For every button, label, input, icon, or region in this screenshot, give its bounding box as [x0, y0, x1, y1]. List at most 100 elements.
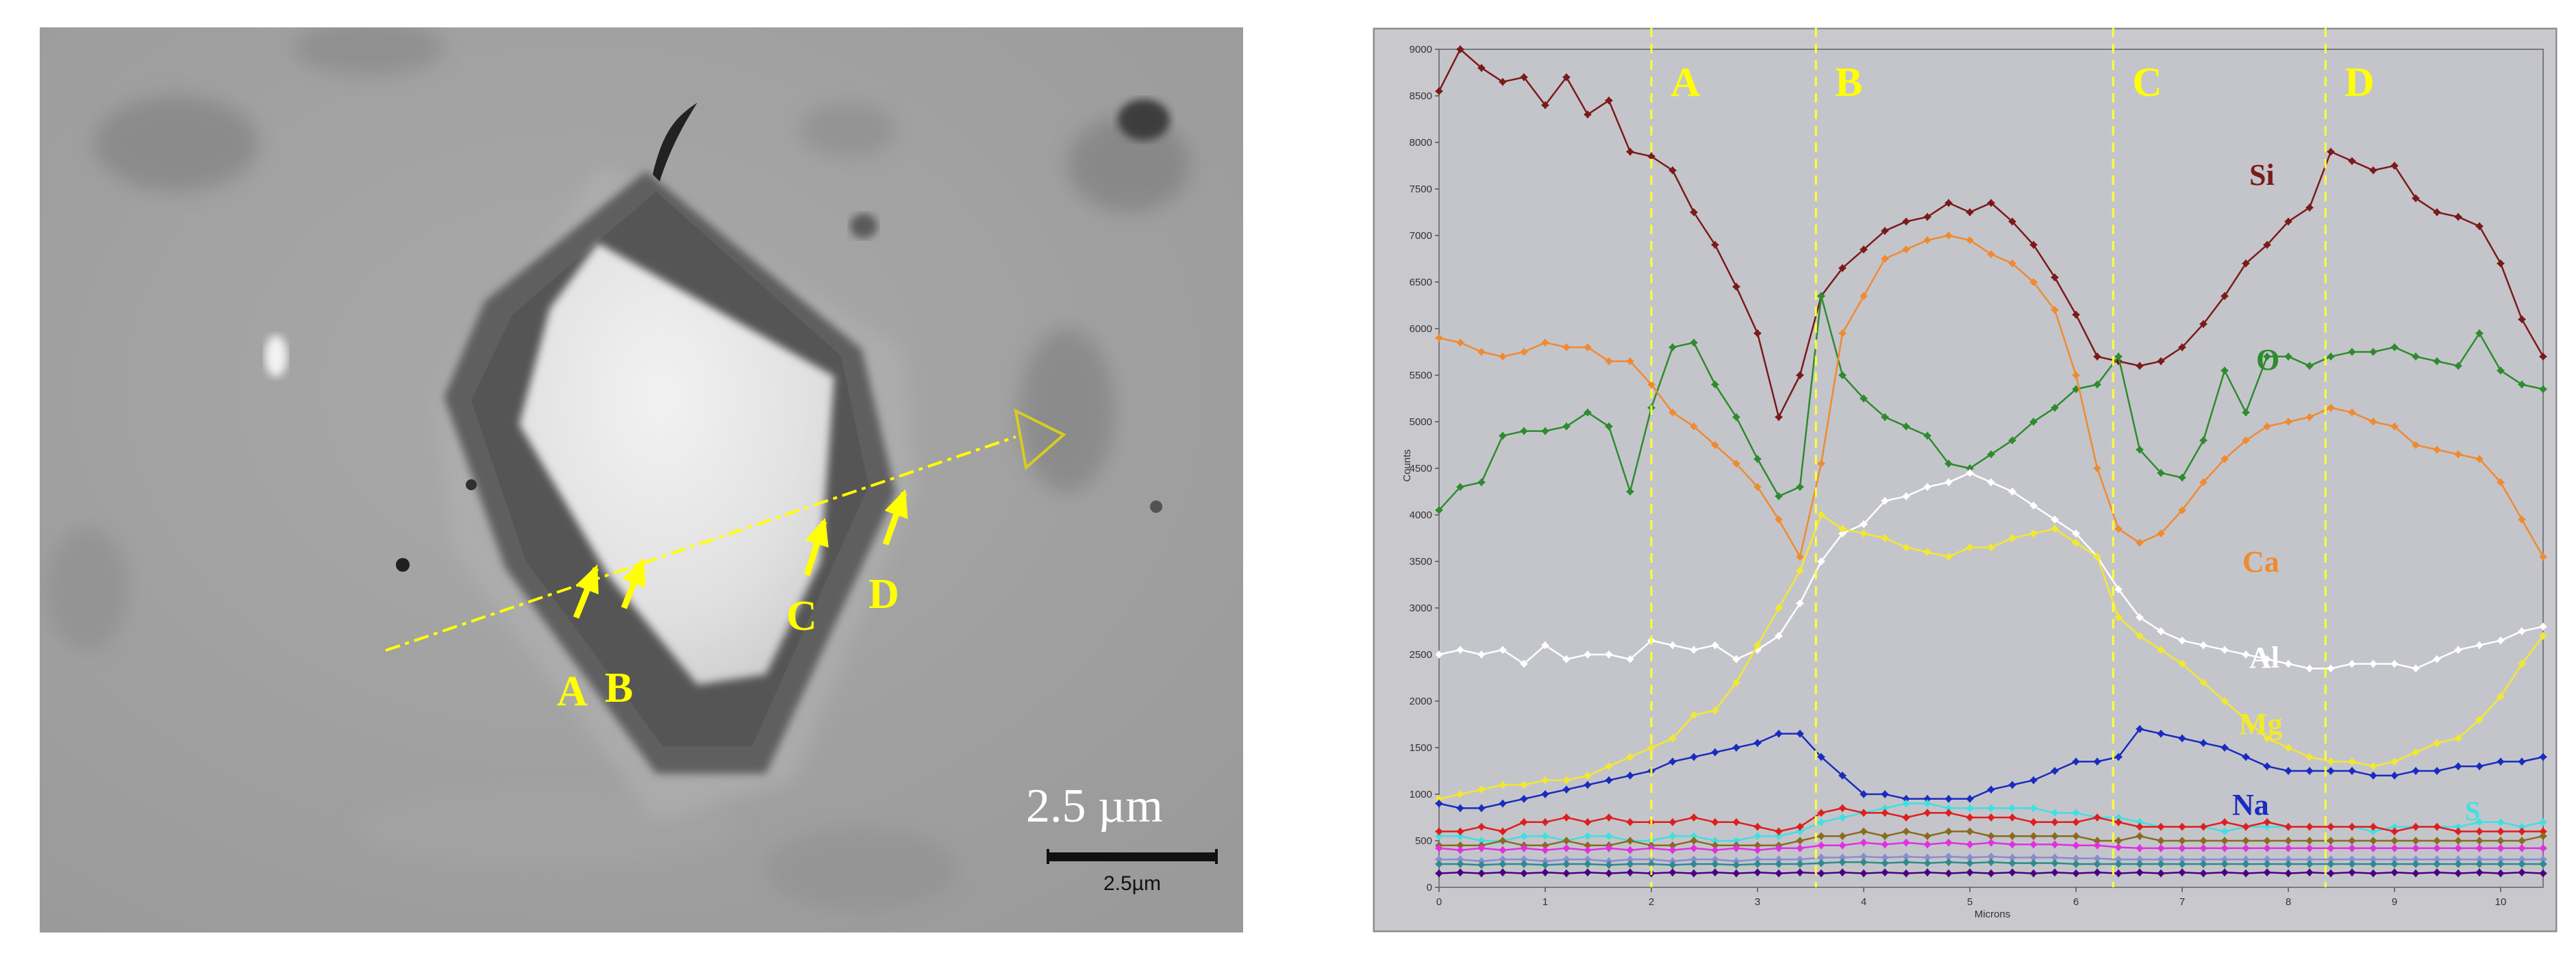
data-point [1456, 804, 1464, 813]
data-point [1923, 799, 1931, 808]
data-point [2305, 413, 2314, 422]
data-point [1668, 817, 1677, 826]
data-point [2157, 627, 2165, 635]
data-point [1838, 858, 1847, 867]
data-point [1477, 869, 1486, 878]
y-tick-label: 2500 [1410, 649, 1432, 661]
data-point [2475, 715, 2484, 724]
data-point [2114, 752, 2123, 761]
data-point [1944, 809, 1953, 817]
data-point [2369, 869, 2377, 878]
data-point [1499, 837, 1507, 845]
data-point [1584, 110, 1592, 119]
data-point [1944, 858, 1953, 867]
data-point [2390, 771, 2399, 780]
data-point [1860, 520, 1868, 529]
data-point [2157, 646, 2165, 655]
data-point [2327, 837, 2335, 845]
data-point [2221, 844, 2229, 852]
data-point [1541, 868, 1549, 877]
data-point [2369, 762, 2377, 771]
data-point [2029, 832, 2038, 841]
data-point [2390, 827, 2399, 836]
data-point [2475, 817, 2484, 826]
marker-b: B [605, 557, 646, 711]
data-point [2157, 357, 2165, 366]
x-tick-label: 7 [2179, 896, 2185, 908]
data-point [1923, 794, 1931, 803]
data-point [2157, 855, 2165, 864]
data-point [2221, 455, 2229, 464]
data-point [2284, 837, 2292, 845]
data-point [2029, 529, 2038, 538]
data-point [2029, 869, 2038, 878]
data-point [1881, 790, 1889, 798]
y-tick-label: 1000 [1410, 789, 1432, 800]
data-point [2114, 869, 2123, 878]
data-point [2051, 524, 2059, 533]
data-point [1838, 771, 1847, 780]
data-point [2539, 385, 2547, 394]
data-point [1838, 529, 1847, 538]
data-point [1881, 255, 1889, 263]
data-point [2369, 822, 2377, 831]
data-point [2539, 622, 2547, 631]
data-point [2348, 837, 2356, 845]
data-point [1902, 799, 1910, 808]
data-point [1584, 841, 1592, 850]
data-point [1647, 855, 1655, 864]
data-point [1690, 711, 1698, 720]
data-point [1668, 166, 1677, 175]
data-point [1626, 752, 1634, 761]
data-point [1435, 844, 1443, 852]
data-point [1838, 804, 1847, 813]
data-point [2369, 855, 2377, 864]
data-point [1690, 837, 1698, 845]
scale-text: 2.5 µm [1026, 780, 1163, 833]
data-point [1626, 655, 1634, 663]
data-point [1435, 333, 1443, 342]
data-point [1562, 844, 1571, 852]
data-point [2199, 860, 2208, 868]
data-point [1966, 813, 1974, 822]
data-point [2093, 813, 2101, 822]
data-point [1668, 846, 1677, 854]
data-point [2178, 343, 2186, 352]
data-point [2305, 664, 2314, 673]
data-point [1477, 861, 1486, 870]
data-point [1753, 860, 1762, 868]
data-point [1584, 846, 1592, 854]
data-point [1541, 101, 1549, 110]
data-point [1584, 855, 1592, 864]
data-point [1584, 868, 1592, 877]
data-point [2199, 739, 2208, 748]
data-point [1668, 408, 1677, 417]
data-point [1732, 844, 1740, 852]
data-point [2369, 771, 2377, 780]
data-point [1499, 781, 1507, 789]
x-tick-label: 1 [1542, 896, 1548, 908]
boundary-c: C [2112, 27, 2162, 887]
data-point [2390, 822, 2399, 831]
data-point [1541, 832, 1549, 841]
data-point [1923, 212, 1931, 221]
data-point [1860, 852, 1868, 861]
x-tick-label: 2 [1649, 896, 1654, 908]
y-tick-label: 5500 [1410, 370, 1432, 381]
data-point [1987, 838, 1995, 847]
data-point [2475, 329, 2484, 338]
data-point [1902, 543, 1910, 552]
data-point [1668, 841, 1677, 850]
data-point [2518, 380, 2526, 389]
data-point [1626, 837, 1634, 845]
data-point [1541, 427, 1549, 435]
y-tick-label: 6000 [1410, 323, 1432, 335]
dark-pit [396, 558, 410, 572]
data-point [2284, 217, 2292, 226]
data-point [2263, 352, 2271, 361]
data-point [2136, 822, 2144, 831]
data-point [2475, 455, 2484, 464]
boundary-label: C [2132, 60, 2162, 105]
x-tick-label: 4 [1861, 896, 1866, 908]
series-trace-8 [1435, 827, 2547, 850]
